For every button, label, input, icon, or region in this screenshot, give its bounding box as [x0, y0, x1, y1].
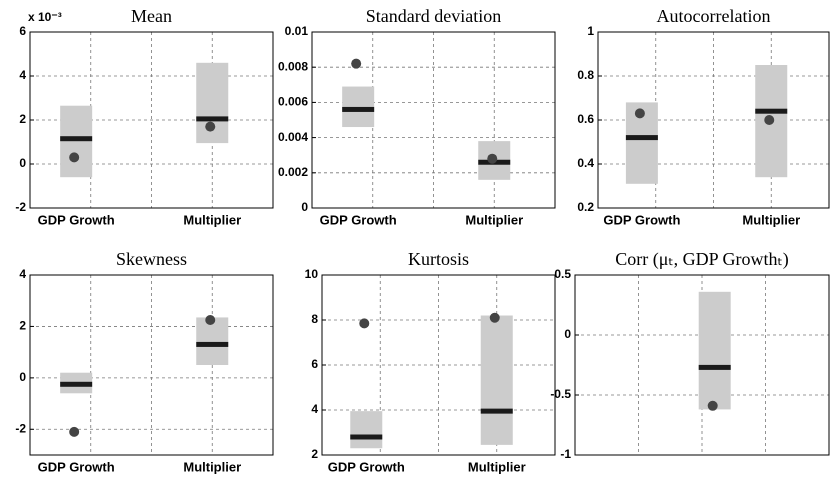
- range-box: [60, 105, 93, 178]
- median-bar: [480, 408, 513, 414]
- panel-title: Kurtosis: [408, 249, 469, 269]
- median-bar: [625, 135, 658, 141]
- panel-title: Mean: [131, 6, 172, 26]
- median-bar: [342, 106, 375, 112]
- y-tick-label: -0.5: [550, 387, 571, 401]
- y-tick-label: 2: [311, 447, 318, 461]
- data-point: [487, 153, 498, 164]
- y-tick-label: 0.002: [278, 165, 308, 179]
- x-tick-label: Multiplier: [183, 459, 241, 474]
- axes-frame: [29, 274, 274, 456]
- x-tick-label: Multiplier: [183, 212, 241, 227]
- y-tick-label: 0: [564, 327, 571, 341]
- y-tick-label: 0.4: [577, 156, 594, 170]
- x-tick-label: GDP Growth: [320, 212, 397, 227]
- y-tick-label: 0.6: [577, 112, 594, 126]
- axes-frame: [29, 31, 274, 209]
- y-tick-label: 0.01: [285, 24, 309, 38]
- median-bar: [350, 434, 383, 440]
- median-bar: [698, 364, 731, 370]
- y-tick-label: -2: [15, 200, 26, 214]
- y-tick-label: 0.008: [278, 59, 308, 73]
- panel-title: Standard deviation: [366, 6, 501, 26]
- data-point: [205, 121, 216, 132]
- median-bar: [60, 381, 93, 387]
- y-tick-label: 0: [301, 200, 308, 214]
- median-bar: [196, 341, 229, 347]
- y-tick-label: 2: [19, 319, 26, 333]
- axes-frame: [321, 274, 556, 456]
- data-point: [634, 108, 645, 119]
- x-tick-label: GDP Growth: [38, 459, 115, 474]
- y-tick-label: -2: [15, 421, 26, 435]
- y-tick-label: 0.004: [278, 130, 308, 144]
- y-tick-label: -1: [560, 447, 571, 461]
- y-tick-label: 0: [19, 370, 26, 384]
- x-tick-label: Multiplier: [742, 212, 800, 227]
- median-bar: [755, 108, 788, 114]
- axes-frame: [574, 274, 830, 456]
- y-tick-label: 4: [19, 267, 26, 281]
- y-tick-label: 0.5: [554, 267, 571, 281]
- range-box: [196, 317, 229, 365]
- x-tick-label: Multiplier: [468, 459, 526, 474]
- y-tick-label: 0: [19, 156, 26, 170]
- data-point: [764, 115, 775, 125]
- data-point: [489, 312, 500, 323]
- panel-title: Skewness: [116, 249, 187, 269]
- y-tick-label: 0.2: [577, 200, 594, 214]
- range-box: [698, 291, 731, 410]
- y-tick-label: 6: [311, 357, 318, 371]
- y-tick-label: 4: [311, 402, 318, 416]
- data-point: [69, 426, 80, 437]
- range-box: [342, 86, 375, 128]
- y-tick-label: 1: [587, 24, 594, 38]
- x-tick-label: GDP Growth: [603, 212, 680, 227]
- axes-frame: [311, 31, 556, 209]
- y-tick-label: 0.006: [278, 95, 308, 109]
- data-point: [707, 400, 718, 411]
- data-point: [205, 315, 216, 325]
- y-tick-label: 8: [311, 312, 318, 326]
- y-tick-label: 0.8: [577, 68, 594, 82]
- x-tick-label: GDP Growth: [328, 459, 405, 474]
- y-tick-label: 4: [19, 68, 26, 82]
- x-tick-label: GDP Growth: [38, 212, 115, 227]
- y-tick-label: 6: [19, 24, 26, 38]
- median-bar: [196, 116, 229, 122]
- data-point: [351, 58, 362, 69]
- median-bar: [60, 136, 93, 142]
- panel-title: Corr (μₜ, GDP Growthₜ): [615, 249, 789, 270]
- range-box: [350, 411, 383, 449]
- x-tick-label: Multiplier: [465, 212, 523, 227]
- panel-title: Autocorrelation: [657, 6, 771, 26]
- y-tick-label: 2: [19, 112, 26, 126]
- axes-frame: [597, 31, 830, 209]
- range-box: [480, 315, 513, 445]
- data-point: [359, 318, 370, 329]
- axis-scale-label: x 10⁻³: [28, 10, 62, 24]
- y-tick-label: 10: [305, 267, 319, 281]
- data-point: [69, 152, 80, 163]
